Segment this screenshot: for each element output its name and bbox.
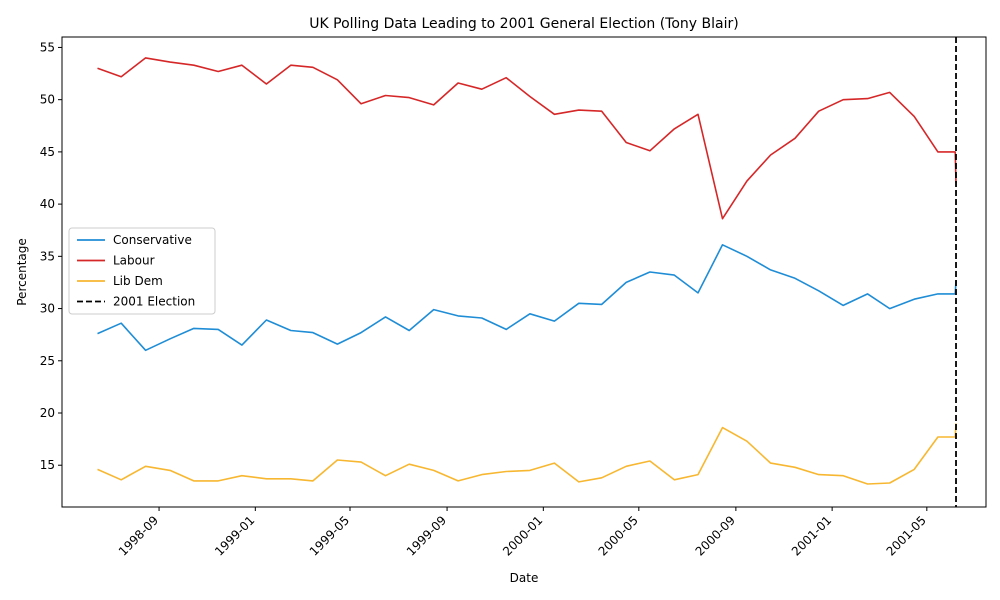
legend-label: Conservative <box>113 233 192 247</box>
y-tick-label: 40 <box>40 197 55 211</box>
y-tick-label: 20 <box>40 406 55 420</box>
series-line-lib-dem <box>97 423 957 485</box>
y-tick-label: 55 <box>40 40 55 54</box>
legend-label: Labour <box>113 254 155 268</box>
legend-label: Lib Dem <box>113 274 163 288</box>
y-tick-label: 45 <box>40 145 55 159</box>
series-line-labour <box>97 57 957 220</box>
x-axis-label: Date <box>510 571 539 585</box>
y-tick-label: 15 <box>40 458 55 472</box>
y-tick-label: 25 <box>40 354 55 368</box>
y-tick-label: 35 <box>40 249 55 263</box>
series-line-conservative <box>97 244 957 352</box>
plot-frame <box>61 36 987 508</box>
legend-label: 2001 Election <box>113 295 195 309</box>
y-tick-label: 50 <box>40 93 55 107</box>
legend-box <box>68 227 216 315</box>
chart-title: UK Polling Data Leading to 2001 General … <box>309 16 738 32</box>
legend: Conservative Labour Lib Dem 2001 Election <box>68 227 216 315</box>
y-tick-label: 30 <box>40 302 55 316</box>
y-axis-label: Percentage <box>15 238 29 306</box>
